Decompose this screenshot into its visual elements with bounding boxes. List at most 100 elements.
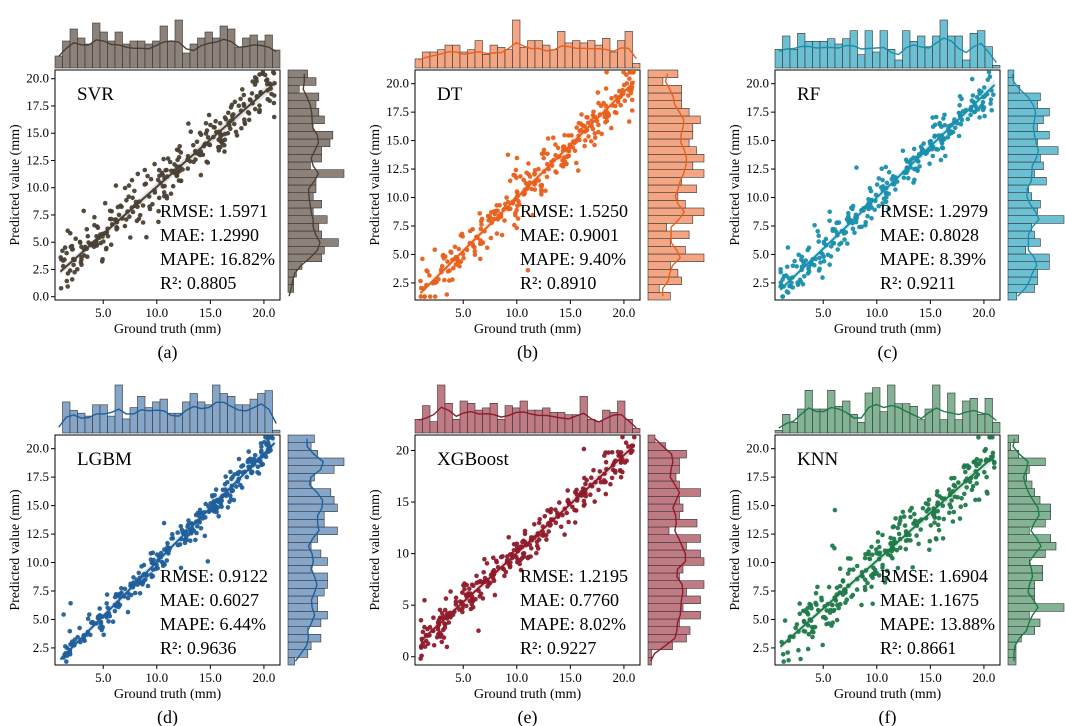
metric-label: RMSE: 1.2195 [520, 566, 628, 586]
data-point [813, 600, 818, 606]
hist-bar [1007, 518, 1046, 528]
y-tick-label: 15.0 [26, 498, 49, 513]
data-point [136, 570, 142, 576]
data-point [104, 601, 109, 606]
hist-bar [647, 268, 679, 278]
y-tick-label: 0.0 [33, 289, 49, 304]
data-point [850, 206, 855, 212]
data-point [443, 596, 449, 601]
hist-bar [647, 580, 705, 589]
hist-bar [504, 49, 513, 69]
data-point [218, 501, 224, 507]
hist-bar [872, 387, 881, 434]
hist-bar [227, 28, 236, 69]
hist-bar [287, 488, 332, 497]
data-point [875, 539, 881, 544]
data-point [232, 472, 237, 477]
hist-bar [647, 557, 705, 566]
data-point [972, 459, 978, 464]
metric-label: R²: 0.8910 [520, 273, 596, 293]
data-point [479, 222, 484, 227]
data-point [525, 268, 531, 273]
hist-bar [212, 384, 221, 434]
model-title: LGBM [77, 449, 132, 470]
hist-bar [797, 32, 806, 69]
data-point [801, 608, 806, 614]
data-point [178, 178, 184, 183]
data-point [193, 157, 198, 162]
data-point [974, 105, 979, 110]
hist-bar [1007, 572, 1044, 581]
hist-bar [984, 397, 993, 434]
data-point [984, 474, 989, 480]
data-point [574, 160, 579, 166]
data-point [907, 508, 913, 513]
data-point [782, 618, 788, 623]
y-tick-label: 15 [396, 494, 409, 509]
data-point [446, 620, 452, 625]
panel-label: (e) [518, 707, 538, 726]
data-point [615, 99, 621, 105]
hist-bar [77, 37, 86, 69]
data-point [448, 615, 453, 620]
data-point [875, 530, 881, 535]
hist-bar [1007, 161, 1044, 170]
hist-bar [137, 395, 146, 434]
data-point [271, 100, 277, 106]
data-point [912, 518, 918, 524]
y-tick-label: 17.5 [746, 104, 769, 119]
hist-bar [1007, 442, 1012, 451]
data-point [628, 70, 634, 75]
data-point [854, 165, 859, 170]
hist-bar [1007, 511, 1052, 520]
data-point [240, 463, 246, 468]
x-axis-label: Ground truth (mm) [834, 322, 942, 337]
density-curve [418, 406, 637, 429]
hist-bar [1007, 526, 1030, 535]
data-point [991, 460, 997, 466]
data-point [484, 561, 490, 566]
data-point [932, 514, 937, 519]
y-tick-label: 15.0 [746, 498, 769, 513]
data-point [609, 475, 615, 481]
data-point [257, 107, 263, 113]
data-point [105, 233, 111, 239]
data-point [989, 108, 994, 113]
data-point [484, 245, 490, 250]
data-point [119, 204, 124, 210]
data-point [937, 122, 943, 127]
hist-bar [84, 43, 93, 69]
data-point [976, 435, 981, 440]
y-tick-label: 20.0 [746, 76, 769, 91]
metric-label: MAPE: 6.44% [160, 614, 266, 634]
data-point [217, 121, 223, 126]
data-point [984, 489, 990, 495]
data-point [521, 551, 527, 556]
hist-bar [167, 40, 176, 69]
data-point [585, 115, 590, 120]
data-point [67, 268, 73, 273]
data-point [161, 520, 167, 526]
hist-bar [1007, 618, 1041, 627]
data-point [514, 207, 519, 213]
data-point [624, 72, 629, 78]
hist-bar [287, 184, 317, 193]
data-point [125, 609, 131, 615]
data-point [514, 225, 520, 231]
data-point [794, 622, 800, 627]
data-point [515, 557, 520, 562]
data-point [145, 583, 151, 589]
hist-bar [587, 418, 596, 434]
data-point [957, 94, 963, 99]
top-histogram [54, 19, 281, 69]
hist-bar [1007, 503, 1052, 512]
data-point [599, 131, 604, 137]
data-point [972, 109, 978, 114]
hist-bar [129, 40, 138, 69]
data-point [162, 547, 167, 552]
metric-label: R²: 0.9211 [880, 273, 956, 293]
data-point [474, 573, 479, 579]
data-point [222, 149, 227, 154]
hist-bar [647, 238, 671, 247]
data-point [553, 142, 558, 147]
